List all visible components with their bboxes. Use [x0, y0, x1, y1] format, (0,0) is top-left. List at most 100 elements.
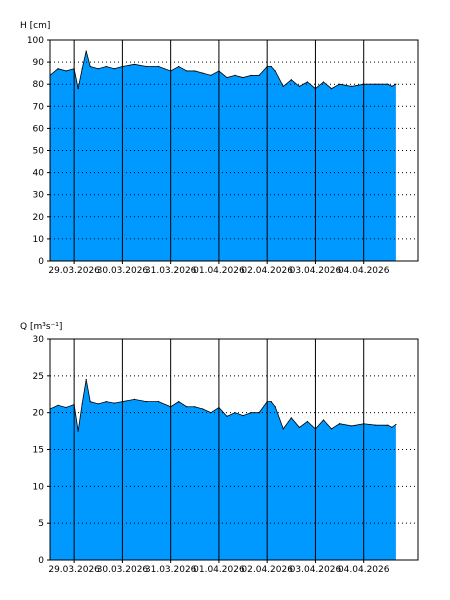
- data-point: [178, 401, 180, 403]
- data-point: [282, 85, 284, 88]
- y-tick-label: 5: [38, 519, 44, 529]
- y-tick-label: 100: [27, 36, 44, 46]
- y-tick-label: 20: [33, 213, 45, 223]
- x-tick-label: 29.03.2026: [48, 565, 100, 575]
- data-point: [338, 83, 341, 85]
- x-tick-label: 03.04.2026: [290, 565, 342, 575]
- x-tick-label: 29.03.2026: [48, 266, 100, 276]
- data-point: [387, 424, 389, 426]
- data-point: [145, 401, 148, 403]
- discharge-chart: Q [m³s⁻¹] 0 5 10 15 20 25 30 29.03.202630.03.202…: [20, 322, 419, 575]
- data-point: [97, 403, 99, 405]
- x-tick-label: 02.04.2026: [241, 565, 293, 575]
- data-point: [81, 68, 83, 70]
- data-point: [65, 406, 67, 409]
- data-point: [202, 408, 204, 410]
- data-point: [282, 428, 284, 430]
- data-point: [133, 398, 136, 401]
- y-tick-label: 0: [38, 556, 44, 566]
- y-tick-label: 10: [33, 235, 45, 245]
- y-tick-label: 40: [33, 169, 45, 179]
- series-area: [50, 379, 396, 560]
- y-tick-label: 50: [33, 147, 45, 157]
- x-tick-label: 31.03.2026: [145, 565, 197, 575]
- data-point: [351, 425, 353, 427]
- series-line: [49, 379, 397, 432]
- data-point: [306, 81, 308, 83]
- data-point: [89, 65, 91, 68]
- y-tick-label: 15: [33, 446, 44, 456]
- data-point: [270, 65, 272, 68]
- y-axis-label: Q [m³s⁻¹]: [20, 322, 62, 332]
- data-point: [298, 426, 300, 428]
- y-tick-label: 30: [33, 191, 45, 201]
- data-point: [133, 63, 136, 65]
- x-tick-label: 01.04.2026: [193, 266, 245, 276]
- data-point: [77, 430, 79, 432]
- x-tick-label: 31.03.2026: [145, 266, 197, 276]
- data-point: [250, 74, 252, 76]
- y-axis-label: H [cm]: [20, 21, 50, 31]
- data-point: [194, 70, 196, 72]
- data-point: [338, 423, 341, 425]
- y-tick-label: 10: [33, 482, 45, 492]
- data-point: [186, 70, 188, 72]
- data-point: [274, 406, 276, 408]
- data-point: [113, 402, 115, 404]
- data-point: [105, 401, 107, 403]
- x-tick-label: 30.03.2026: [97, 565, 149, 575]
- data-point: [395, 423, 397, 426]
- data-point: [194, 406, 196, 408]
- data-point: [57, 68, 59, 70]
- data-point: [85, 50, 87, 52]
- data-point: [258, 74, 260, 76]
- data-point: [210, 74, 212, 76]
- data-point: [395, 83, 397, 85]
- y-tick-label: 90: [33, 58, 45, 68]
- data-point: [89, 401, 91, 403]
- data-point: [226, 76, 228, 79]
- data-point: [306, 420, 308, 423]
- data-point: [290, 79, 292, 81]
- x-tick-label: 01.04.2026: [193, 565, 245, 575]
- data-point: [387, 83, 389, 85]
- data-point: [186, 406, 188, 408]
- plot-frame: [49, 338, 419, 561]
- data-point: [330, 88, 333, 90]
- data-point: [274, 70, 276, 72]
- data-point: [330, 428, 333, 430]
- y-tick-label: 30: [33, 335, 45, 345]
- series-area: [50, 51, 396, 261]
- data-point: [234, 74, 236, 76]
- data-point: [391, 426, 393, 428]
- data-point: [145, 65, 148, 68]
- x-tick-label: 30.03.2026: [97, 266, 149, 276]
- y-tick-label: 25: [33, 372, 44, 382]
- x-tick-label: 04.04.2026: [338, 266, 390, 276]
- data-point: [113, 68, 115, 70]
- data-point: [351, 85, 353, 88]
- data-point: [375, 83, 377, 85]
- data-point: [375, 424, 377, 426]
- data-point: [105, 65, 107, 68]
- x-tick-label: 02.04.2026: [241, 266, 293, 276]
- y-tick-label: 0: [38, 257, 44, 267]
- y-tick-label: 60: [33, 124, 45, 134]
- series-line: [49, 50, 397, 90]
- plot-frame: [49, 39, 419, 262]
- y-tick-label: 70: [33, 102, 45, 112]
- data-point: [322, 419, 325, 421]
- data-point: [226, 415, 228, 417]
- data-point: [322, 81, 325, 83]
- data-point: [290, 417, 292, 419]
- data-point: [242, 76, 244, 79]
- data-point: [157, 65, 160, 68]
- data-point: [270, 401, 272, 403]
- data-point: [85, 378, 87, 381]
- x-tick-label: 03.04.2026: [290, 266, 342, 276]
- data-point: [65, 70, 67, 72]
- data-point: [97, 68, 99, 70]
- water-level-chart: H [cm] 0 10 20 30 40 50 60 70 80 90 100 29.03.202630…: [20, 21, 419, 276]
- data-point: [391, 85, 393, 88]
- data-point: [157, 401, 160, 403]
